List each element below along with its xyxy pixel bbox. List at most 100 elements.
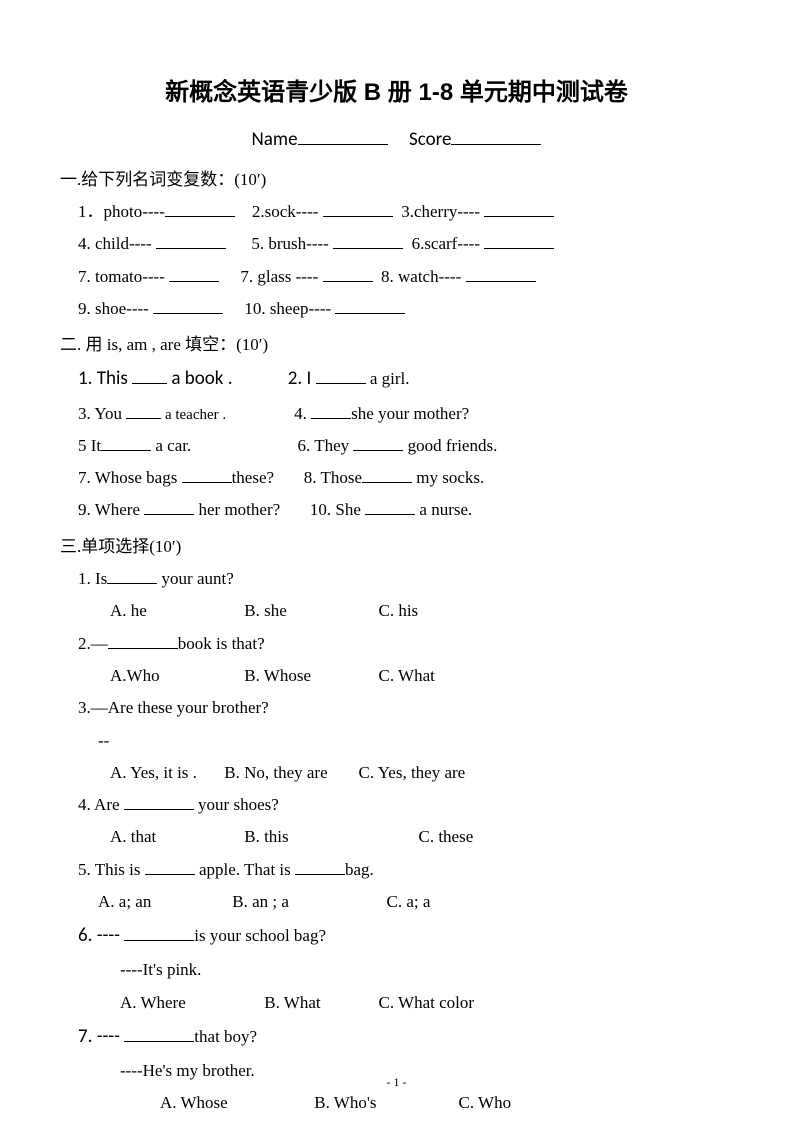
s2-b4[interactable] bbox=[311, 402, 351, 419]
s1-q2: 2.sock---- bbox=[252, 202, 319, 221]
s3-b4[interactable] bbox=[124, 793, 194, 810]
s2-b9[interactable] bbox=[144, 498, 194, 515]
s2-row1: 1. This a book . 2. I a girl. bbox=[60, 361, 733, 397]
s2-q3a: 3. You bbox=[78, 404, 126, 423]
s2-q6b: good friends. bbox=[403, 436, 497, 455]
s2-row5: 9. Where her mother? 10. She a nurse. bbox=[60, 494, 733, 526]
s3-q6-c[interactable]: C. What color bbox=[379, 987, 475, 1019]
s1-q8: 7. glass ---- bbox=[240, 267, 318, 286]
page-number: - 1 - bbox=[0, 1071, 793, 1094]
s2-b8[interactable] bbox=[362, 466, 412, 483]
s3-q5b: apple. That is bbox=[195, 860, 295, 879]
s3-q6-b[interactable]: B. What bbox=[264, 987, 374, 1019]
s2-b7[interactable] bbox=[182, 466, 232, 483]
s1-b6[interactable] bbox=[484, 232, 554, 249]
s1-b8[interactable] bbox=[323, 265, 373, 282]
s3-q6b: is your school bag? bbox=[194, 926, 326, 945]
s3-q4-c[interactable]: C. these bbox=[419, 821, 479, 853]
s2-row4: 7. Whose bags these? 8. Those my socks. bbox=[60, 462, 733, 494]
s3-q5-a[interactable]: A. a; an bbox=[98, 886, 228, 918]
s2-b2[interactable] bbox=[316, 367, 366, 384]
s1-q10: 9. shoe---- bbox=[78, 299, 149, 318]
s3-q2-b[interactable]: B. Whose bbox=[244, 660, 374, 692]
s1-b7[interactable] bbox=[169, 265, 219, 282]
s3-b6[interactable] bbox=[124, 924, 194, 941]
s3-q6a: 6. ---- bbox=[78, 924, 124, 947]
s3-q1-a[interactable]: A. he bbox=[110, 595, 240, 627]
s2-b3[interactable] bbox=[126, 402, 161, 419]
s3-q3d: -- bbox=[60, 725, 733, 757]
s3-q1: 1. Is your aunt? bbox=[60, 563, 733, 595]
s1-row4: 9. shoe---- 10. sheep---- bbox=[60, 293, 733, 325]
s1-b5[interactable] bbox=[333, 232, 403, 249]
name-blank[interactable] bbox=[298, 126, 388, 145]
s3-b2[interactable] bbox=[108, 632, 178, 649]
s1-b1[interactable] bbox=[165, 200, 235, 217]
s3-b5b[interactable] bbox=[295, 858, 345, 875]
name-score-line: Name Score bbox=[60, 122, 733, 158]
s3-q4: 4. Are your shoes? bbox=[60, 789, 733, 821]
s1-q4: 4. child---- bbox=[78, 234, 152, 253]
s3-q2a: 2.— bbox=[78, 634, 108, 653]
s2-q4b: she your mother? bbox=[351, 404, 469, 423]
s2-q1b: a book . bbox=[167, 367, 232, 390]
s3-b5a[interactable] bbox=[145, 858, 195, 875]
s1-q11: 10. sheep---- bbox=[244, 299, 331, 318]
s3-q5: 5. This is apple. That is bag. bbox=[60, 854, 733, 886]
s1-b10[interactable] bbox=[153, 297, 223, 314]
s3-q4-b[interactable]: B. this bbox=[244, 821, 374, 853]
s1-q7: 7. tomato---- bbox=[78, 267, 165, 286]
s2-b5[interactable] bbox=[101, 434, 151, 451]
s1-q3: 3.cherry---- bbox=[401, 202, 480, 221]
s2-q7b: these? bbox=[232, 468, 274, 487]
s3-q6: 6. ---- is your school bag? bbox=[60, 918, 733, 954]
s3-q3-b[interactable]: B. No, they are bbox=[224, 757, 354, 789]
s2-q3b: a teacher . bbox=[161, 407, 226, 423]
score-label: Score bbox=[409, 128, 451, 151]
s2-q5b: a car. bbox=[151, 436, 191, 455]
s3-q1-b[interactable]: B. she bbox=[244, 595, 374, 627]
s2-q9b: her mother? bbox=[194, 500, 280, 519]
s3-q4a: 4. Are bbox=[78, 795, 124, 814]
s3-q3-a[interactable]: A. Yes, it is . bbox=[110, 757, 220, 789]
s3-q7: 7. ---- that boy? bbox=[60, 1019, 733, 1055]
section1-head: 一.给下列名词变复数：(10′) bbox=[60, 164, 733, 196]
s2-q6a: 6. They bbox=[298, 436, 354, 455]
s3-q2-c[interactable]: C. What bbox=[379, 660, 509, 692]
s3-q5-opts: A. a; an B. an ; a C. a; a bbox=[60, 886, 733, 918]
page-title: 新概念英语青少版 B 册 1-8 单元期中测试卷 bbox=[60, 70, 733, 116]
s3-q3-c[interactable]: C. Yes, they are bbox=[359, 757, 489, 789]
s3-q7b: that boy? bbox=[194, 1027, 257, 1046]
s2-q8a: 8. Those bbox=[304, 468, 362, 487]
s2-q2a: 2. I bbox=[288, 367, 316, 390]
s3-b1[interactable] bbox=[107, 567, 157, 584]
s1-b3[interactable] bbox=[484, 200, 554, 217]
s3-q1-c[interactable]: C. his bbox=[379, 595, 509, 627]
score-blank[interactable] bbox=[451, 126, 541, 145]
s3-q5-c[interactable]: C. a; a bbox=[387, 886, 431, 918]
s1-q9: 8. watch---- bbox=[381, 267, 461, 286]
s3-q2-a[interactable]: A.Who bbox=[110, 660, 240, 692]
s2-b6[interactable] bbox=[353, 434, 403, 451]
s1-q6: 6.scarf---- bbox=[412, 234, 480, 253]
s2-b10[interactable] bbox=[365, 498, 415, 515]
s1-b11[interactable] bbox=[335, 297, 405, 314]
s1-row1: 1．photo---- 2.sock---- 3.cherry---- bbox=[60, 196, 733, 228]
s2-q8b: my socks. bbox=[412, 468, 484, 487]
s3-q4-a[interactable]: A. that bbox=[110, 821, 240, 853]
s1-b9[interactable] bbox=[466, 265, 536, 282]
s3-q3-opts: A. Yes, it is . B. No, they are C. Yes, … bbox=[60, 757, 733, 789]
section3-head: 三.单项选择(10′) bbox=[60, 531, 733, 563]
s3-q6r: ----It's pink. bbox=[60, 954, 733, 986]
s3-q3: 3.—Are these your brother? bbox=[60, 692, 733, 724]
s3-q5-b[interactable]: B. an ; a bbox=[232, 886, 382, 918]
s1-b2[interactable] bbox=[323, 200, 393, 217]
s3-q5c: bag. bbox=[345, 860, 374, 879]
s3-q6-a[interactable]: A. Where bbox=[120, 987, 260, 1019]
s1-q5: 5. brush---- bbox=[251, 234, 328, 253]
s2-q1a: 1. This bbox=[78, 367, 132, 390]
s1-b4[interactable] bbox=[156, 232, 226, 249]
s3-b7[interactable] bbox=[124, 1025, 194, 1042]
s2-b1[interactable] bbox=[132, 367, 167, 384]
s3-q4-opts: A. that B. this C. these bbox=[60, 821, 733, 853]
